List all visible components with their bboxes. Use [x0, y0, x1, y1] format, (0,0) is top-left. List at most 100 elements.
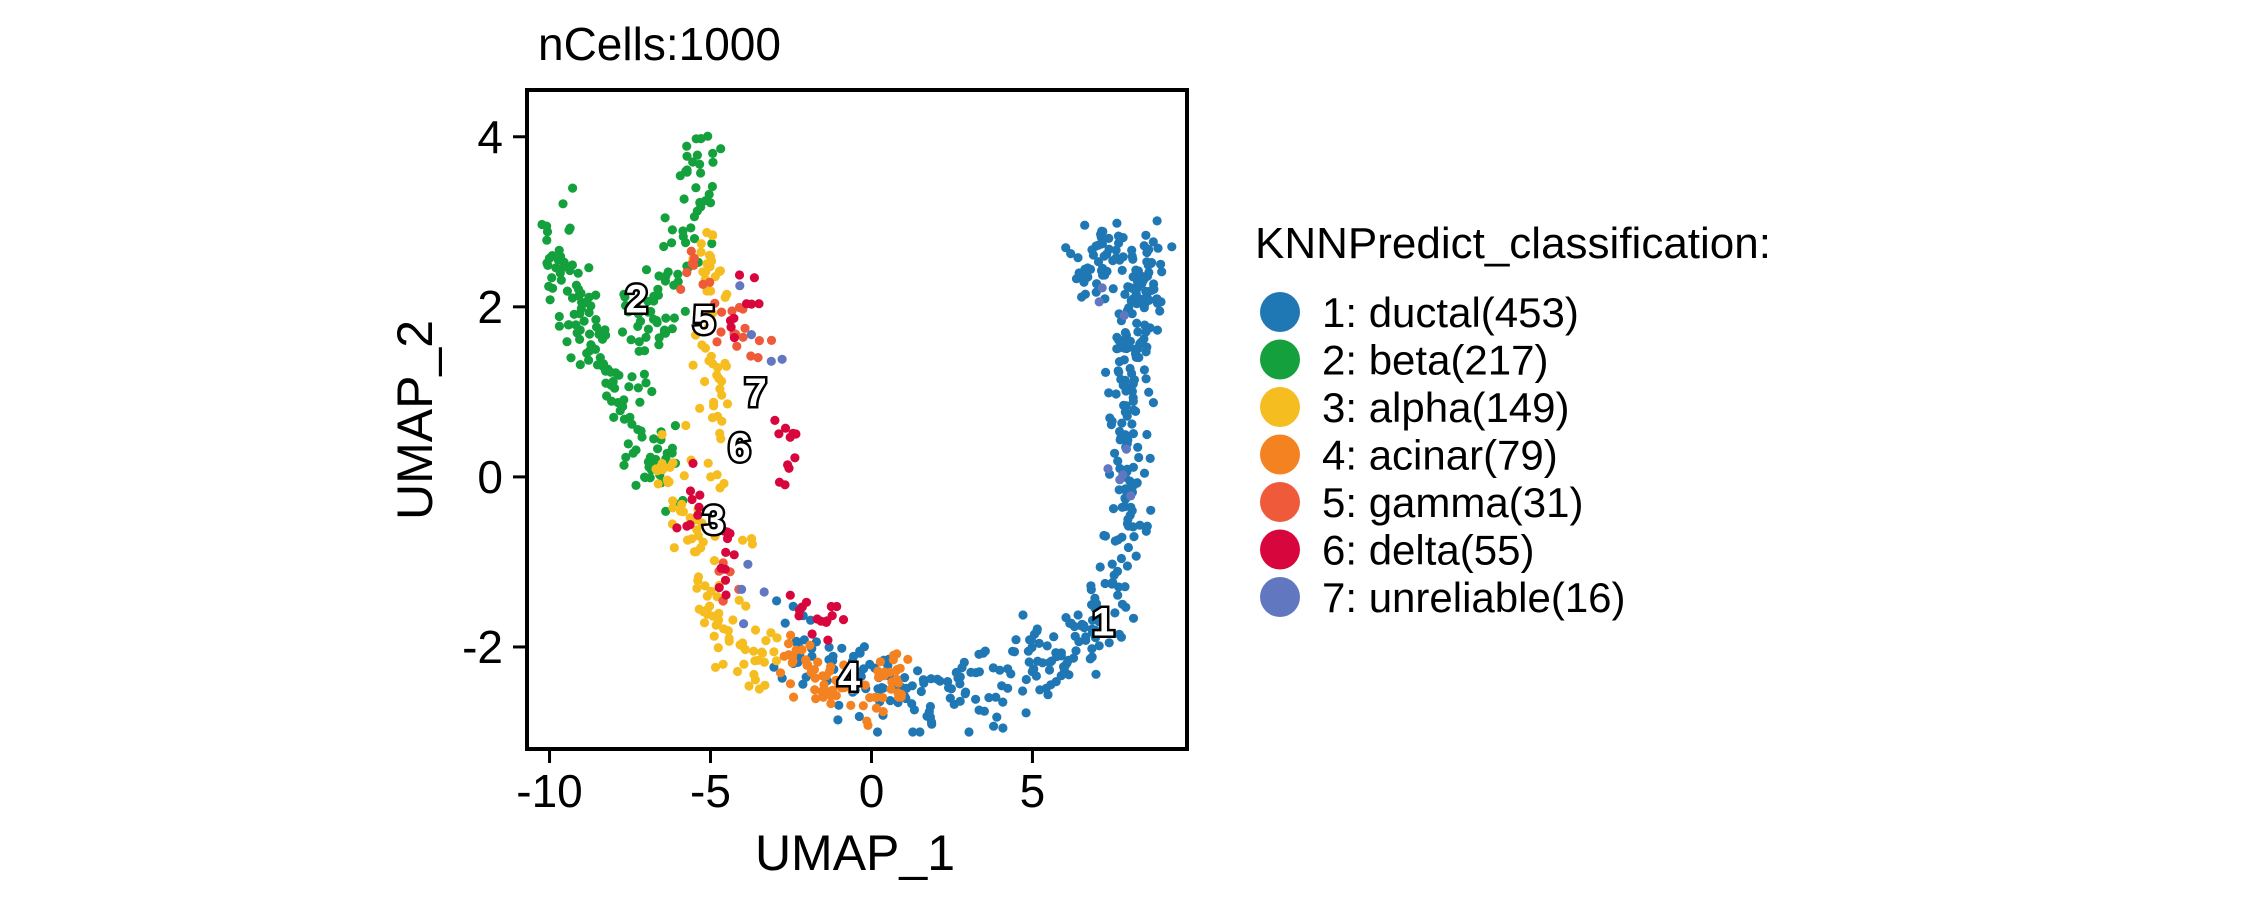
point-ductal — [1106, 420, 1116, 430]
point-delta — [729, 313, 739, 323]
point-beta — [625, 412, 635, 422]
point-ductal — [1149, 284, 1159, 294]
point-acinar — [862, 716, 872, 726]
point-beta — [682, 151, 692, 161]
point-ductal — [1117, 599, 1127, 609]
point-beta — [639, 369, 650, 379]
point-ductal — [1094, 240, 1104, 250]
point-beta — [575, 360, 585, 370]
point-acinar — [784, 639, 794, 649]
point-acinar — [875, 657, 886, 667]
point-beta — [692, 150, 703, 160]
legend-label-alpha: 3: alpha(149) — [1322, 384, 1570, 431]
point-beta — [554, 311, 564, 322]
point-gamma — [746, 351, 756, 361]
point-beta — [590, 344, 601, 354]
point-acinar — [775, 668, 786, 678]
point-ductal — [1118, 233, 1128, 243]
point-beta — [670, 421, 681, 431]
point-alpha — [757, 647, 767, 657]
point-ductal — [1152, 216, 1162, 226]
point-beta — [661, 271, 671, 281]
point-ductal — [1100, 578, 1110, 589]
point-alpha — [668, 458, 678, 468]
point-ductal — [1141, 374, 1151, 384]
point-acinar — [817, 686, 827, 697]
point-beta — [543, 260, 553, 270]
point-alpha — [703, 458, 713, 468]
point-ductal — [1120, 289, 1130, 299]
point-ductal — [1110, 536, 1120, 546]
point-beta — [634, 346, 644, 356]
point-ductal — [1126, 502, 1136, 512]
point-ductal — [1128, 462, 1138, 472]
point-delta — [749, 273, 760, 283]
point-alpha — [721, 361, 732, 371]
point-beta — [640, 472, 650, 482]
point-ductal — [1107, 559, 1117, 569]
point-ductal — [824, 642, 834, 652]
point-ductal — [1108, 284, 1118, 294]
point-ductal — [1111, 389, 1121, 399]
point-ductal — [1108, 504, 1119, 514]
point-beta — [562, 286, 573, 296]
point-ductal — [1128, 613, 1139, 623]
point-beta — [667, 238, 677, 248]
point-beta — [689, 234, 700, 244]
point-beta — [558, 199, 568, 209]
point-beta — [649, 434, 659, 444]
point-beta — [606, 380, 616, 390]
point-beta — [602, 391, 612, 401]
point-ductal — [945, 693, 955, 703]
point-alpha — [669, 543, 679, 553]
point-ductal — [1101, 367, 1111, 377]
point-acinar — [803, 660, 813, 670]
point-ductal — [1099, 251, 1109, 261]
point-beta — [585, 329, 595, 339]
point-beta — [623, 439, 633, 449]
point-unreliable — [1103, 464, 1113, 474]
point-beta — [573, 268, 583, 278]
point-beta — [654, 271, 664, 281]
point-ductal — [946, 684, 957, 694]
point-ductal — [1018, 686, 1028, 696]
point-beta — [545, 295, 555, 305]
point-acinar — [779, 651, 789, 661]
point-alpha — [719, 624, 729, 634]
point-ductal — [1065, 618, 1075, 629]
point-ductal — [1117, 418, 1127, 428]
point-ductal — [1056, 671, 1066, 681]
point-ductal — [1114, 367, 1124, 377]
point-delta — [807, 629, 817, 639]
point-beta — [548, 283, 558, 293]
point-ductal — [998, 697, 1008, 707]
point-beta — [600, 325, 610, 335]
point-beta — [568, 183, 578, 193]
point-unreliable — [1126, 491, 1136, 501]
point-alpha — [761, 636, 771, 646]
point-acinar — [811, 694, 821, 704]
point-alpha — [749, 646, 759, 656]
point-beta — [542, 221, 552, 231]
point-ductal — [1035, 685, 1045, 695]
point-ductal — [1157, 267, 1167, 277]
point-alpha — [677, 499, 687, 509]
point-ductal — [1128, 429, 1138, 439]
point-beta — [653, 444, 663, 454]
point-delta — [821, 617, 831, 628]
point-delta — [790, 453, 800, 463]
point-gamma — [676, 284, 686, 294]
y-tick-label: 0 — [477, 451, 503, 503]
point-alpha — [700, 343, 711, 353]
point-beta — [654, 340, 664, 350]
point-ductal — [1139, 365, 1149, 375]
point-ductal — [1152, 325, 1162, 335]
legend-key-gamma — [1260, 482, 1300, 522]
point-ductal — [1123, 542, 1133, 553]
point-acinar — [860, 680, 870, 690]
point-alpha — [771, 656, 782, 666]
point-ductal — [824, 655, 834, 665]
point-ductal — [1116, 553, 1126, 564]
point-ductal — [1052, 648, 1062, 658]
point-ductal — [1046, 656, 1057, 666]
